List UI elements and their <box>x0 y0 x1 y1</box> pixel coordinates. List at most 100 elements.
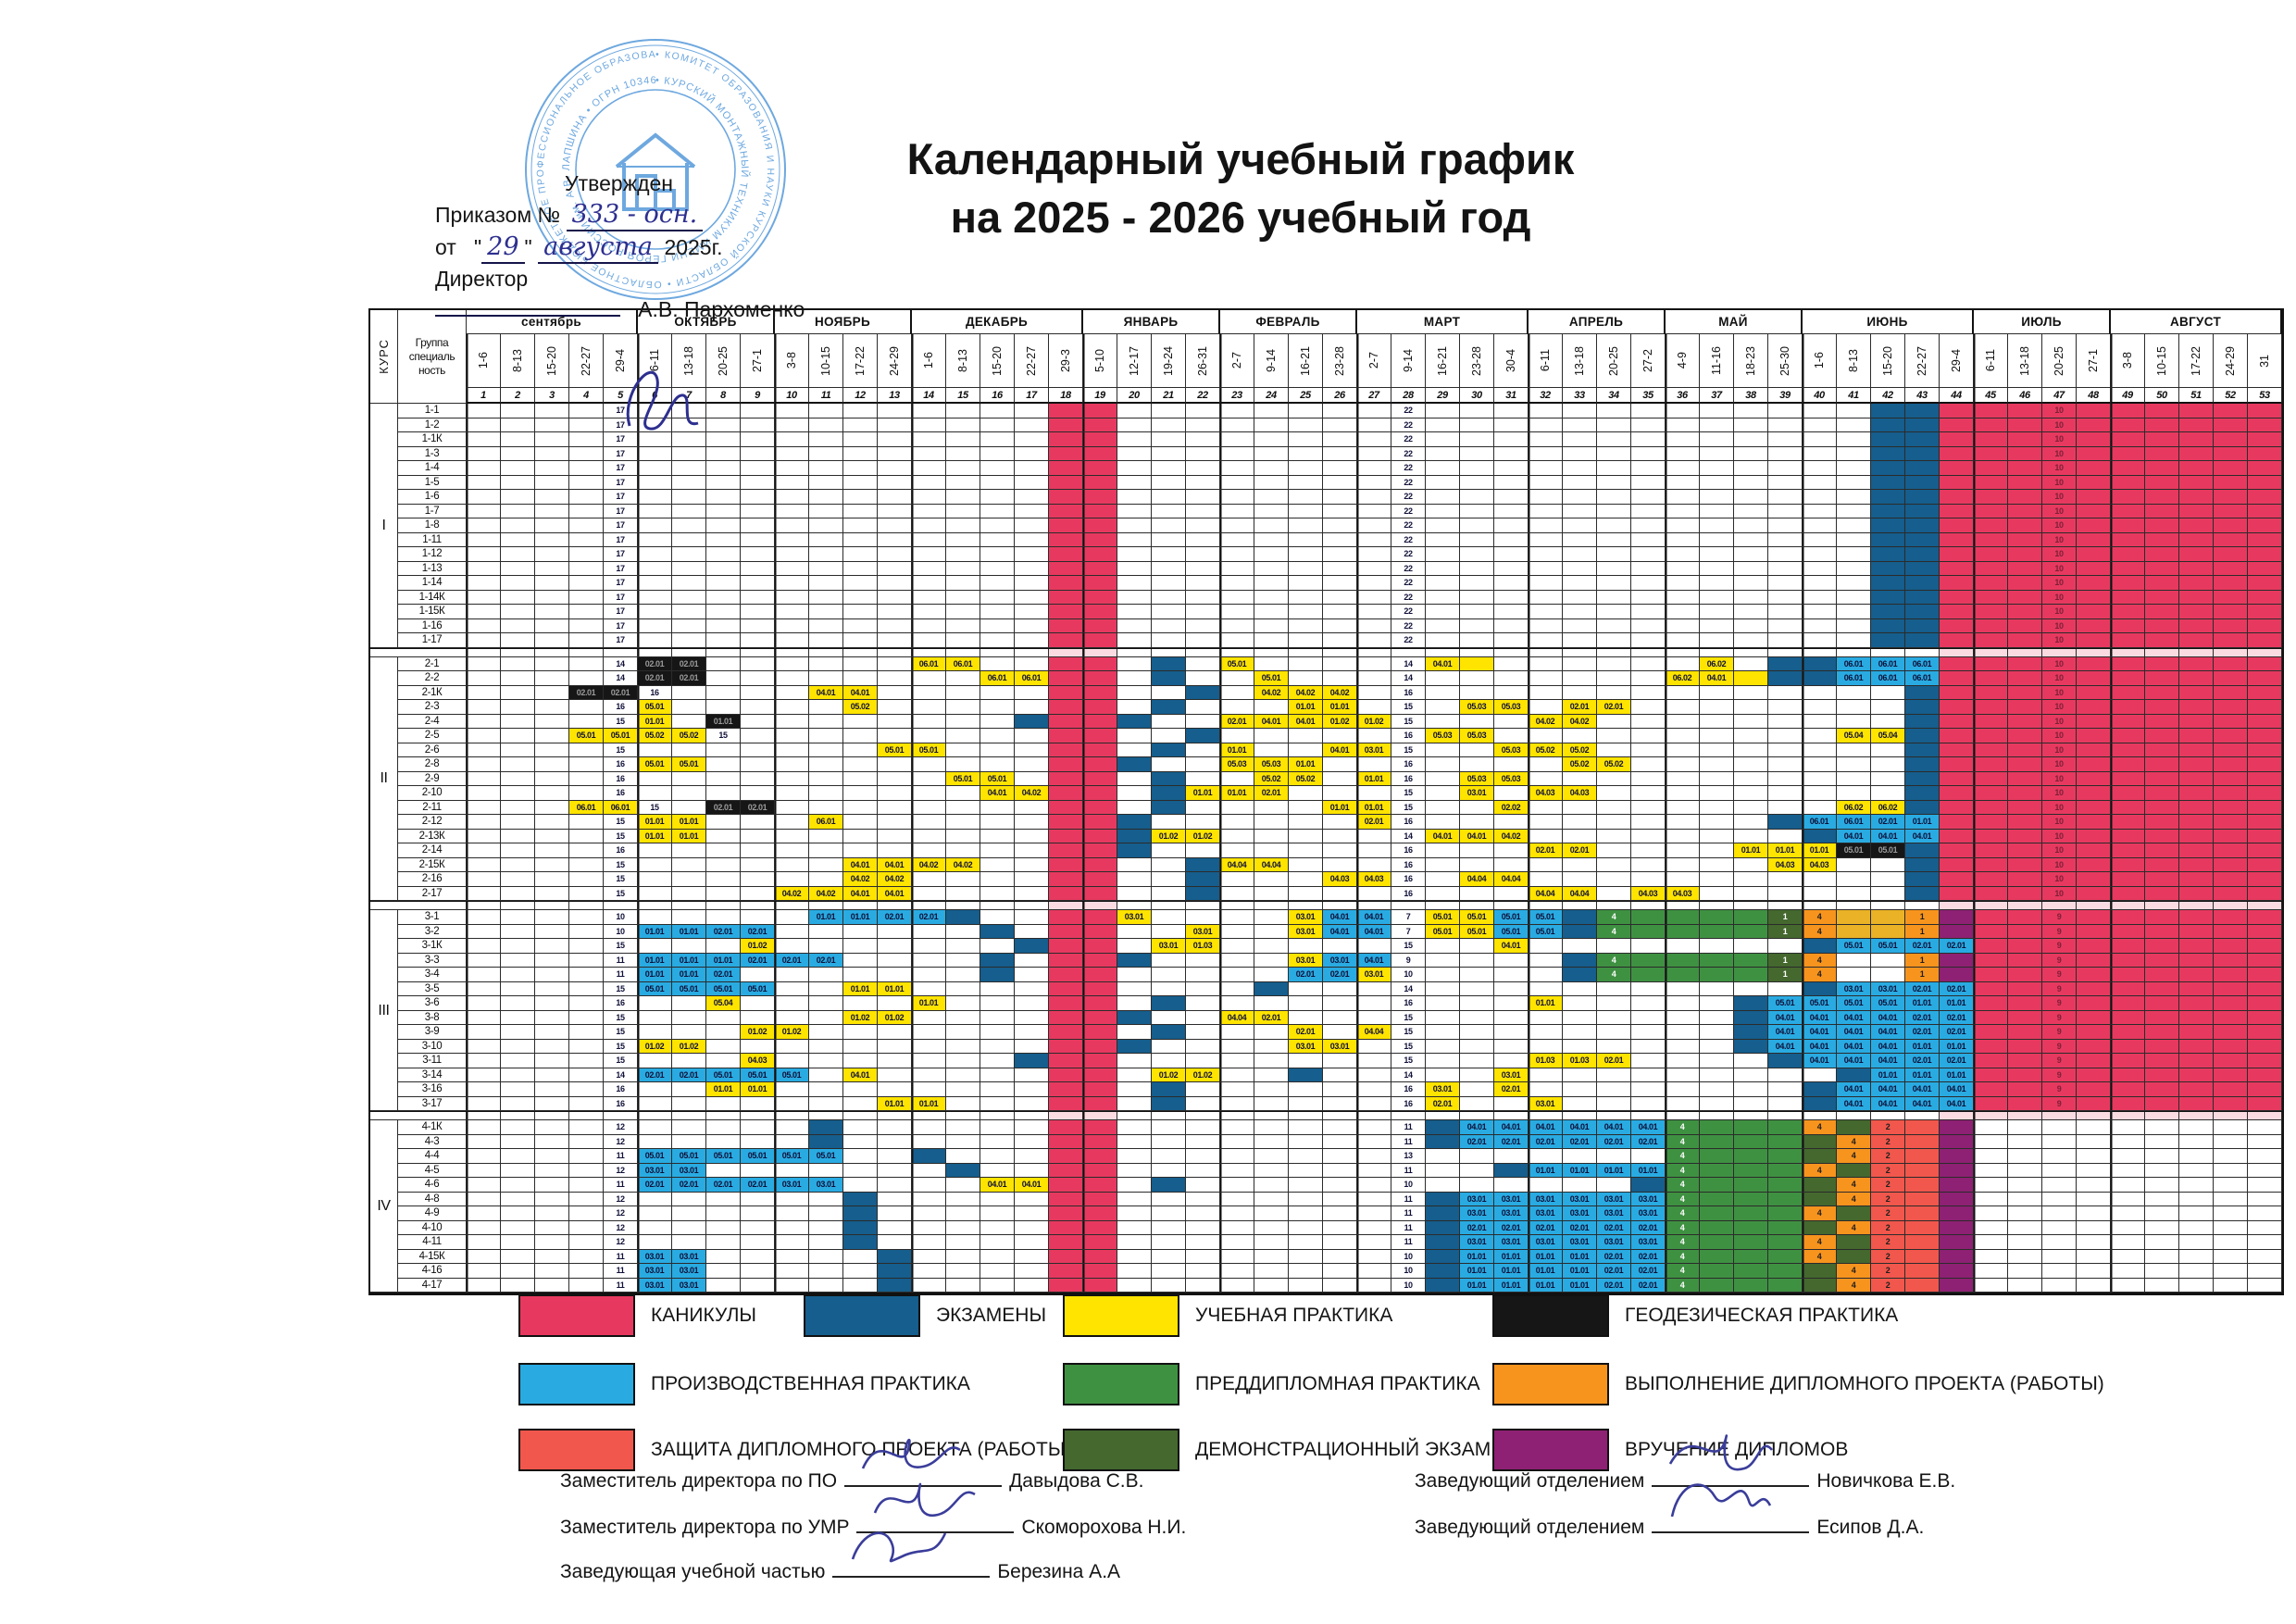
week-cell: 01.01 <box>1220 786 1254 801</box>
week-cell <box>1631 771 1666 786</box>
week-cell: 17 <box>604 490 638 505</box>
week-cell: 1 <box>1905 910 1940 925</box>
week-cell <box>1905 504 1940 518</box>
week-cell <box>2214 561 2248 576</box>
week-cell <box>1905 872 1940 887</box>
week-cell: 03.01 <box>1631 1192 1666 1206</box>
week-cell <box>2077 1264 2111 1279</box>
separator-cell <box>2008 1112 2042 1120</box>
week-cell <box>1940 857 1974 872</box>
week-cell: 04.01 <box>1460 829 1494 843</box>
week-number: 45 <box>1974 388 2008 404</box>
week-cell: 10 <box>2042 490 2077 505</box>
week-cell <box>1666 504 1700 518</box>
week-cell <box>2145 1120 2179 1135</box>
week-cell <box>1666 518 1700 533</box>
week-range: 8-13 <box>946 334 980 388</box>
week-cell: 06.02 <box>1700 656 1734 671</box>
week-cell <box>638 532 672 547</box>
separator-cell <box>2077 902 2111 910</box>
week-cell <box>1666 829 1700 843</box>
week-cell <box>1905 404 1940 418</box>
week-cell <box>2214 1235 2248 1250</box>
week-cell <box>1426 1192 1460 1206</box>
week-cell <box>2008 518 2042 533</box>
week-cell <box>1049 939 1083 954</box>
week-cell <box>1871 910 1905 925</box>
week-cell <box>1700 1010 1734 1025</box>
week-cell: 16 <box>604 700 638 715</box>
week-cell: 03.01 <box>1529 1192 1563 1206</box>
week-cell: 04.02 <box>1015 786 1049 801</box>
week-cell <box>2214 1264 2248 1279</box>
week-cell <box>1289 618 1323 633</box>
week-cell <box>912 1025 946 1040</box>
week-cell <box>1905 729 1940 743</box>
week-cell <box>775 618 809 633</box>
week-cell <box>2111 1082 2145 1097</box>
week-cell <box>1905 432 1940 447</box>
week-cell <box>2111 1010 2145 1025</box>
week-cell <box>1049 1054 1083 1068</box>
week-cell <box>2008 1192 2042 1206</box>
week-cell: 06.01 <box>1871 671 1905 686</box>
week-range: 19-24 <box>1152 334 1186 388</box>
week-cell <box>2214 1249 2248 1264</box>
week-cell <box>2111 685 2145 700</box>
week-cell <box>1254 590 1289 605</box>
week-cell <box>1631 404 1666 418</box>
week-cell <box>1152 1206 1186 1221</box>
separator-cell <box>980 1112 1015 1120</box>
week-cell <box>741 432 775 447</box>
week-cell <box>1768 576 1803 591</box>
week-cell <box>1905 800 1940 815</box>
week-cell <box>1289 857 1323 872</box>
week-cell: 14 <box>1391 1068 1426 1082</box>
week-cell: 01.01 <box>1529 1264 1563 1279</box>
week-cell <box>775 996 809 1011</box>
week-cell <box>878 633 912 648</box>
week-cell <box>1117 968 1152 982</box>
signature-row: Заведующий отделением Есипов Д.А. <box>1415 1483 1924 1539</box>
week-cell <box>2077 618 2111 633</box>
week-cell <box>1083 829 1117 843</box>
week-cell <box>1460 857 1494 872</box>
week-cell: 04.01 <box>809 685 843 700</box>
week-cell <box>980 1025 1015 1040</box>
week-cell: 05.01 <box>706 1068 741 1082</box>
week-cell <box>1152 633 1186 648</box>
separator-cell <box>1357 1112 1391 1120</box>
week-cell <box>2008 618 2042 633</box>
week-cell <box>1117 1206 1152 1221</box>
week-cell <box>1905 1206 1940 1221</box>
week-cell <box>2077 815 2111 830</box>
week-cell <box>1460 404 1494 418</box>
week-cell: 02.01 <box>878 910 912 925</box>
week-range: 10-15 <box>809 334 843 388</box>
week-cell <box>2111 618 2145 633</box>
week-cell <box>1323 432 1357 447</box>
week-cell <box>2214 714 2248 729</box>
week-cell <box>638 1206 672 1221</box>
week-cell <box>1186 996 1220 1011</box>
week-cell <box>1837 968 1871 982</box>
week-cell <box>1597 633 1631 648</box>
week-cell <box>1357 1039 1391 1054</box>
week-cell <box>1186 490 1220 505</box>
separator-cell <box>1529 1112 1563 1120</box>
week-cell <box>1323 1178 1357 1193</box>
week-cell <box>2179 771 2214 786</box>
separator-cell <box>2145 648 2179 657</box>
week-cell <box>1152 605 1186 619</box>
week-cell <box>1220 771 1254 786</box>
week-cell <box>843 1206 878 1221</box>
week-cell <box>1289 1249 1323 1264</box>
week-cell: 10 <box>2042 432 2077 447</box>
week-cell <box>706 872 741 887</box>
week-cell <box>946 461 980 476</box>
week-cell <box>741 685 775 700</box>
separator-cell <box>2214 648 2248 657</box>
week-cell: 02.01 <box>809 953 843 968</box>
week-cell: 02.01 <box>638 671 672 686</box>
week-cell <box>1186 1120 1220 1135</box>
